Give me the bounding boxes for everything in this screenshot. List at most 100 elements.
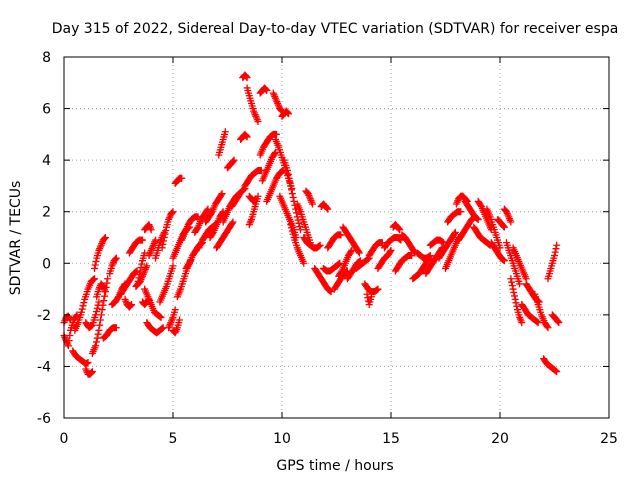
y-tick-label: 6 <box>42 102 51 118</box>
data-point <box>64 342 72 350</box>
data-point <box>193 224 201 232</box>
data-point <box>289 230 297 238</box>
data-point <box>112 255 120 263</box>
data-series <box>213 218 237 252</box>
data-point <box>93 334 101 342</box>
data-point <box>507 275 515 283</box>
data-point <box>217 191 225 199</box>
data-point <box>138 260 146 268</box>
data-series <box>389 221 404 234</box>
data-point <box>509 285 517 293</box>
data-point <box>500 223 508 231</box>
data-series <box>71 275 99 334</box>
data-series <box>507 275 526 327</box>
data-point <box>79 302 87 310</box>
data-point <box>292 209 300 217</box>
data-point <box>91 275 99 283</box>
data-series <box>158 208 177 252</box>
data-point <box>263 87 271 95</box>
data-point <box>162 227 170 235</box>
data-point <box>137 264 145 272</box>
data-point <box>100 297 108 305</box>
data-point <box>284 109 292 117</box>
data-point <box>513 302 521 310</box>
data-point <box>516 315 524 323</box>
data-point <box>324 205 332 213</box>
data-point <box>387 246 395 254</box>
data-points <box>60 71 563 378</box>
y-tick-label: -6 <box>37 411 51 427</box>
data-point <box>103 279 111 287</box>
data-series <box>324 231 345 252</box>
x-axis-label: GPS time / hours <box>276 458 393 474</box>
data-series <box>374 246 395 272</box>
data-point <box>178 174 186 182</box>
data-point <box>93 304 101 312</box>
data-point <box>221 128 229 136</box>
data-point <box>288 227 296 235</box>
data-point <box>551 248 559 256</box>
data-point <box>230 156 238 164</box>
data-series <box>531 290 552 332</box>
data-point <box>97 316 105 324</box>
data-point <box>101 234 109 242</box>
data-series <box>165 306 179 332</box>
data-point <box>252 195 260 203</box>
data-point <box>316 241 324 249</box>
data-series <box>352 254 373 272</box>
data-point <box>283 166 291 174</box>
data-series <box>99 324 120 342</box>
data-series <box>88 275 112 358</box>
data-point <box>135 274 143 282</box>
data-series <box>241 166 265 190</box>
data-series <box>263 166 287 205</box>
data-point <box>395 225 403 233</box>
data-point <box>152 236 160 244</box>
x-tick-label: 25 <box>600 431 618 447</box>
data-point <box>128 301 136 309</box>
data-point <box>92 342 100 350</box>
data-point <box>516 280 524 288</box>
data-point <box>96 321 104 329</box>
data-point <box>65 337 73 345</box>
data-series <box>171 174 186 187</box>
data-point <box>287 221 295 229</box>
data-point <box>138 236 146 244</box>
data-point <box>84 359 92 367</box>
data-point <box>510 289 518 297</box>
data-series <box>278 107 293 120</box>
data-point <box>112 254 120 262</box>
data-series <box>287 221 308 267</box>
data-series <box>60 312 75 327</box>
data-series <box>494 215 508 231</box>
data-point <box>242 73 250 81</box>
data-series <box>258 148 279 185</box>
data-point <box>543 322 551 330</box>
data-series <box>141 285 165 321</box>
data-point <box>363 290 371 298</box>
axis-ticks: 0 5 10 15 20 25 -6 -4 -2 0 2 4 6 8 <box>37 50 618 447</box>
data-series <box>319 259 344 275</box>
data-point <box>355 248 363 256</box>
data-series <box>93 280 109 301</box>
data-point <box>517 317 525 325</box>
data-point <box>554 318 562 326</box>
data-series <box>365 239 386 260</box>
data-series <box>503 239 524 288</box>
data-series <box>339 223 363 257</box>
x-tick-label: 5 <box>169 431 178 447</box>
data-point <box>552 245 560 253</box>
data-series <box>269 89 286 115</box>
plot-frame <box>63 56 610 419</box>
data-point <box>323 204 331 212</box>
data-point <box>243 74 251 82</box>
data-series <box>228 185 249 211</box>
data-series <box>426 236 447 249</box>
data-point <box>511 292 519 300</box>
data-point <box>500 257 508 265</box>
data-point <box>171 306 179 314</box>
data-series <box>487 239 508 265</box>
data-point <box>101 288 109 296</box>
data-point <box>95 298 103 306</box>
